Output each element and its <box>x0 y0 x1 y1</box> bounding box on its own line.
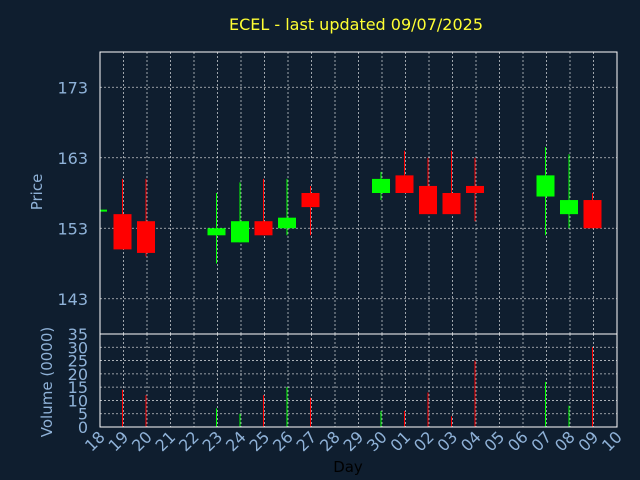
price-tick-label: 163 <box>57 149 88 168</box>
candle-body <box>372 178 390 193</box>
price-axis-label: Price <box>28 174 46 211</box>
candle-body <box>442 193 461 215</box>
volume-tick-label: 20 <box>68 365 88 384</box>
volume-tick-label: 15 <box>68 378 88 397</box>
volume-tick-label: 30 <box>68 338 88 357</box>
candle-body <box>113 214 132 250</box>
candle-body <box>231 221 249 243</box>
candle-body <box>583 200 602 229</box>
volume-tick-label: 10 <box>68 391 88 410</box>
candle-body <box>395 175 414 193</box>
volume-tick-label: 35 <box>68 325 88 344</box>
price-y-ticks: 143 153 163 173 <box>57 78 88 309</box>
chart-title: ECEL - last updated 09/07/2025 <box>229 15 483 34</box>
volume-tick-label: 0 <box>78 418 88 437</box>
candle-body <box>560 200 578 215</box>
volume-axis-label: Volume (0000) <box>38 327 56 437</box>
candle-body <box>278 217 296 229</box>
candle-body <box>536 175 555 197</box>
price-tick-label: 143 <box>57 290 88 309</box>
candle-body <box>466 185 484 193</box>
volume-bars <box>122 347 593 427</box>
candle-body <box>207 228 226 236</box>
x-ticks: 1819202122232425262728293001020304050607… <box>81 427 626 455</box>
candles <box>100 147 602 264</box>
volume-tick-label: 5 <box>78 405 88 424</box>
candle-body <box>137 221 155 253</box>
candle-body <box>419 185 437 215</box>
candle-body <box>254 221 273 236</box>
volume-grid <box>100 334 617 427</box>
price-tick-label: 153 <box>57 219 88 238</box>
volume-tick-label: 25 <box>68 352 88 371</box>
x-axis-label: Day <box>333 458 363 476</box>
candle-body <box>301 193 320 208</box>
price-tick-label: 173 <box>57 78 88 97</box>
volume-panel-frame <box>99 333 618 428</box>
